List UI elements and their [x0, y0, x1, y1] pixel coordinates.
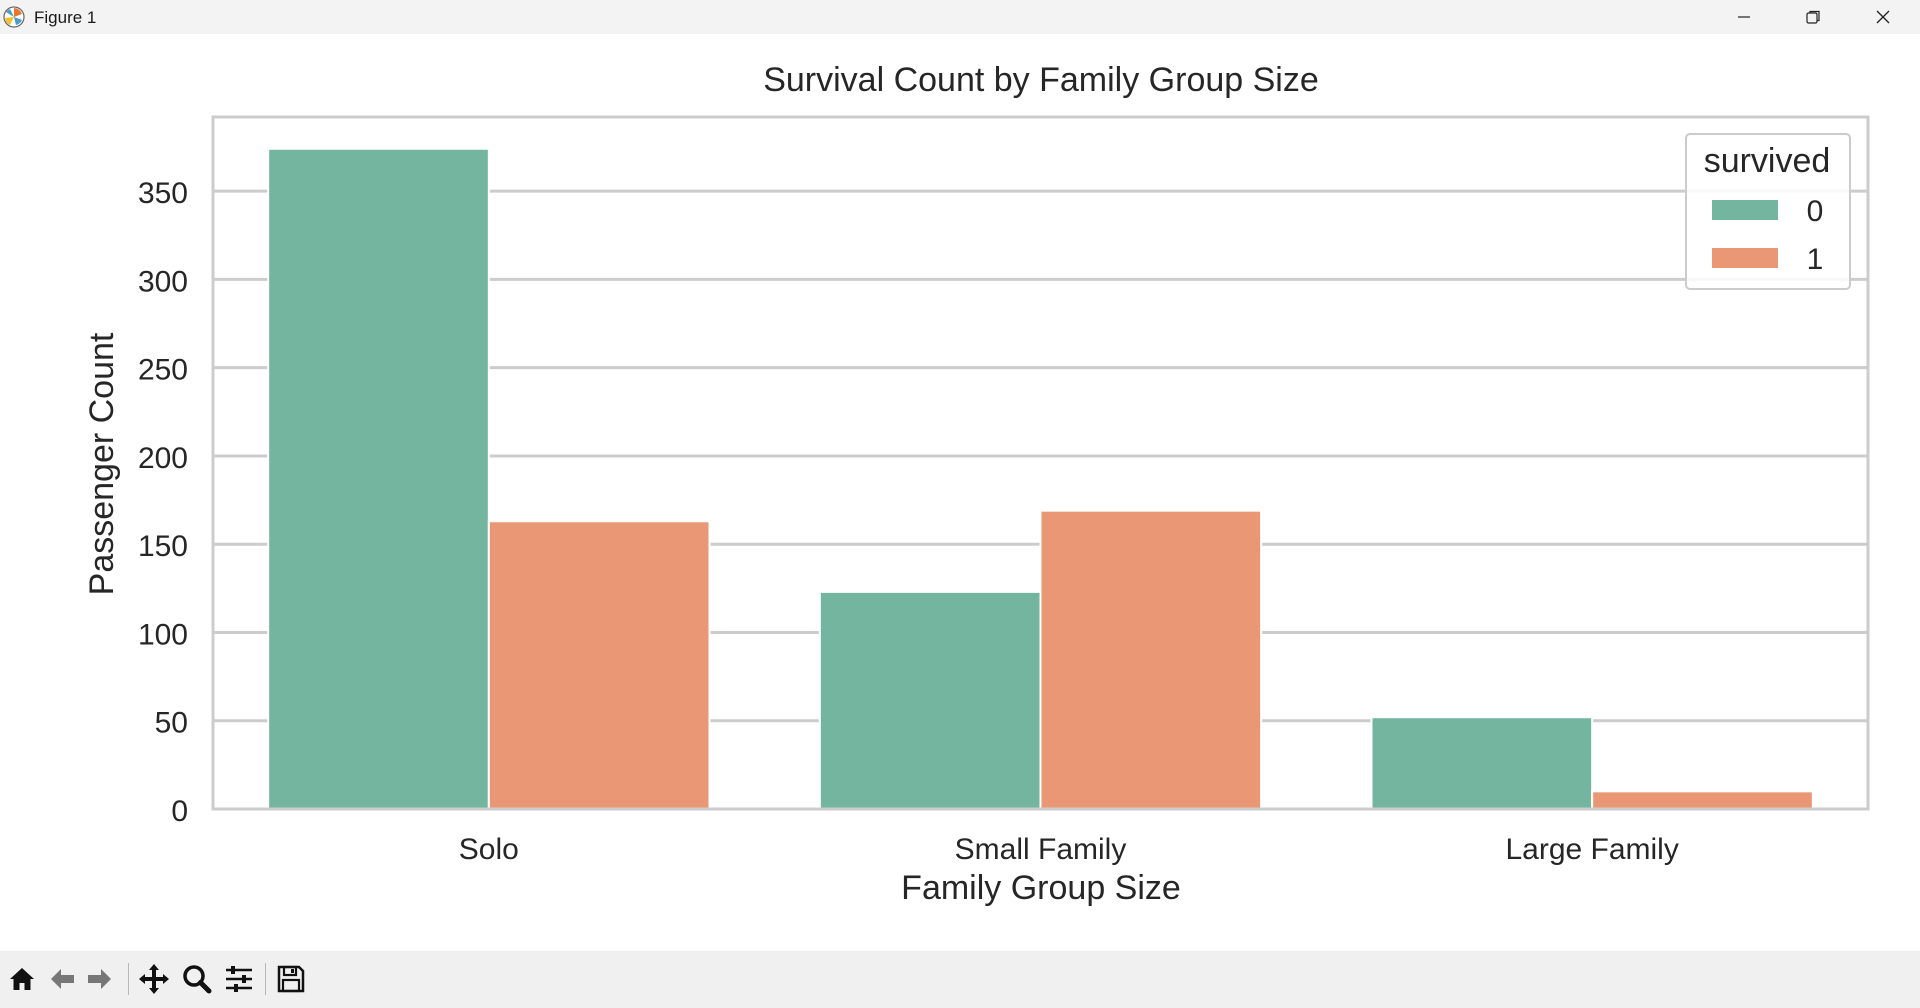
- restore-button[interactable]: [1778, 0, 1848, 34]
- home-button[interactable]: [4, 961, 40, 997]
- toolbar-separator: [265, 963, 266, 995]
- bar-large-family-survived-1: [1591, 790, 1814, 810]
- legend: survived 0 1: [1685, 133, 1851, 290]
- forward-button[interactable]: [82, 961, 118, 997]
- save-button[interactable]: [273, 961, 309, 997]
- bar-small-family-survived-0: [818, 590, 1042, 811]
- x-axis-label: Family Group Size: [901, 869, 1181, 907]
- y-tick-label: 150: [138, 530, 188, 563]
- y-tick-labels: 0 50 100 150 200 250 300 350: [138, 177, 188, 828]
- save-disk-icon: [277, 965, 305, 993]
- legend-label: 1: [1807, 243, 1824, 276]
- navigation-toolbar: [0, 951, 1920, 1008]
- bar-small-family-survived-1: [1039, 509, 1263, 810]
- chart-title: Survival Count by Family Group Size: [763, 61, 1319, 99]
- bars: [267, 147, 1814, 811]
- x-tick-labels: Solo Small Family Large Family: [459, 833, 1679, 866]
- window-title: Figure 1: [34, 8, 97, 27]
- y-tick-label: 200: [138, 442, 188, 475]
- bar-solo-survived-0: [267, 147, 490, 810]
- y-tick-label: 300: [138, 265, 188, 298]
- x-tick-label: Solo: [459, 833, 519, 866]
- legend-title: survived: [1704, 142, 1831, 180]
- minimize-button[interactable]: [1709, 0, 1779, 34]
- y-tick-label: 250: [138, 354, 188, 387]
- zoom-magnifier-icon: [183, 965, 212, 994]
- back-button[interactable]: [44, 961, 80, 997]
- figure-canvas: 0 50 100 150 200 250 300 350 Solo Small Family La…: [0, 34, 1920, 951]
- y-tick-label: 100: [138, 618, 188, 651]
- configure-subplots-button[interactable]: [221, 961, 257, 997]
- legend-swatch: [1712, 248, 1778, 268]
- bar-solo-survived-1: [487, 520, 711, 810]
- close-icon: [1876, 10, 1890, 24]
- minimize-icon: [1738, 16, 1750, 18]
- pan-button[interactable]: [136, 961, 172, 997]
- close-button[interactable]: [1848, 0, 1918, 34]
- pan-move-icon: [139, 964, 169, 994]
- forward-arrow-icon: [88, 969, 111, 989]
- bar-chart: 0 50 100 150 200 250 300 350 Solo Small Family La…: [83, 61, 1870, 907]
- legend-label: 0: [1807, 195, 1824, 228]
- y-tick-label: 50: [155, 707, 188, 740]
- y-tick-label: 350: [138, 177, 188, 210]
- y-tick-label: 0: [171, 795, 188, 828]
- home-icon: [10, 968, 34, 990]
- y-axis-label: Passenger Count: [83, 332, 121, 595]
- bar-large-family-survived-0: [1370, 716, 1594, 811]
- restore-icon: [1806, 10, 1820, 24]
- zoom-button[interactable]: [179, 961, 215, 997]
- x-tick-label: Large Family: [1505, 833, 1678, 866]
- configure-subplots-icon: [226, 966, 252, 992]
- plot-frame: [211, 115, 1870, 811]
- toolbar-separator: [128, 963, 129, 995]
- back-arrow-icon: [51, 969, 74, 989]
- legend-swatch: [1712, 200, 1778, 220]
- window-titlebar: Figure 1: [0, 0, 1920, 34]
- x-tick-label: Small Family: [955, 833, 1127, 866]
- matplotlib-logo-icon: [3, 6, 25, 28]
